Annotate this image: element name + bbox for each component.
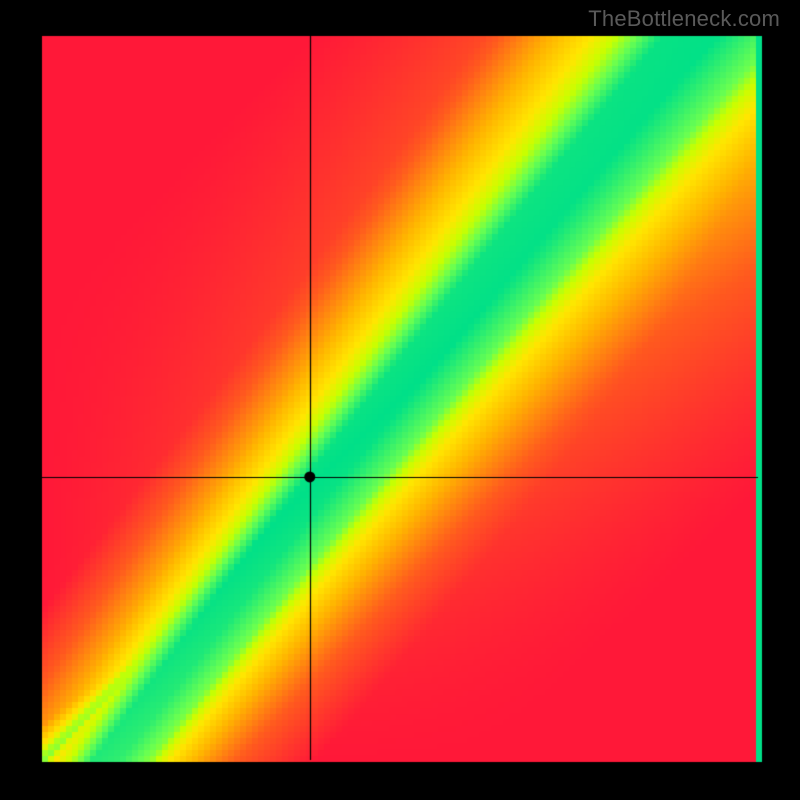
watermark-text: TheBottleneck.com [588,6,780,32]
bottleneck-heatmap [0,0,800,800]
chart-container: TheBottleneck.com [0,0,800,800]
